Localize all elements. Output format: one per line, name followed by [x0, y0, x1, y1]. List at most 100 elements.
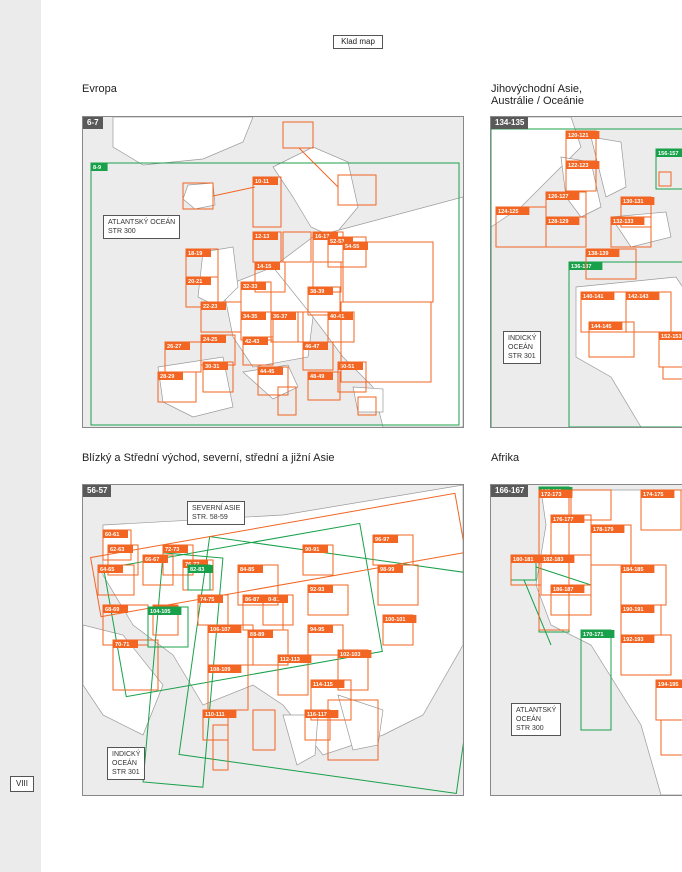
coverage-box [491, 128, 682, 427]
coverage-tab [586, 249, 620, 257]
coverage-label: 52-53 [330, 239, 344, 245]
coverage-box [658, 171, 672, 187]
coverage-box: 182-183 [540, 554, 592, 596]
landmass [590, 136, 627, 198]
coverage-tab [253, 232, 278, 240]
coverage-box [327, 699, 379, 761]
coverage-label: 96-97 [375, 537, 389, 543]
coverage-label: 86-87 [245, 597, 259, 603]
coverage-label: 36-37 [273, 314, 287, 320]
coverage-label: 60-61 [105, 532, 119, 538]
coverage-tab [343, 242, 368, 250]
map-africa[interactable]: 168-169170-171172-173174-175176-177178-1… [490, 484, 682, 796]
coverage-label: 62-63 [110, 547, 124, 553]
coverage-box: 128-129 [545, 216, 587, 248]
coverage-box: 44-45 [257, 366, 289, 396]
coverage-frame [340, 301, 432, 383]
coverage-label: 50-51 [340, 364, 354, 370]
coverage-frame [660, 719, 682, 756]
coverage-label: 8-9 [93, 165, 101, 171]
page-margin [0, 0, 41, 872]
coverage-label: 114-115 [313, 682, 333, 688]
coverage-tab [303, 545, 328, 553]
coverage-tab [511, 555, 545, 563]
coverage-box: 116-117 [304, 709, 339, 741]
landmass [272, 146, 359, 238]
coverage-tab [308, 372, 333, 380]
coverage-frame [277, 386, 297, 416]
leader-line [523, 579, 552, 646]
heading-southeast-asia: Jihovýchodní Asie, Austrálie / Oceánie [491, 83, 584, 107]
coverage-box: 112-113 [277, 654, 312, 696]
coverage-tab [113, 640, 138, 648]
map-europe[interactable]: 8-9 10-11 12-13 14-15 16-17 18-19 20-21 22-23 24… [82, 116, 464, 428]
coverage-label: 84-85 [240, 567, 254, 573]
coverage-tab [641, 490, 675, 498]
coverage-label: 156-157 [658, 151, 679, 157]
coverage-label: 70-71 [115, 642, 129, 648]
leader-line [212, 186, 256, 197]
map-southeast-asia[interactable]: 136-137 156-157 120-121 122-123 124-125 126-1… [490, 116, 682, 428]
coverage-label: 128-129 [548, 219, 569, 225]
coverage-tab [328, 237, 353, 245]
coverage-tab [308, 287, 333, 295]
coverage-label: 98-99 [380, 567, 394, 573]
coverage-tab [241, 282, 266, 290]
coverage-box: 138-139 [585, 248, 637, 280]
landmass [575, 276, 682, 427]
coverage-label: 14-15 [257, 264, 271, 270]
coverage-tab [103, 530, 128, 538]
ocean-label: INDICKÝ OCEÁN STR 301 [107, 747, 146, 780]
coverage-label: 120-121 [568, 133, 589, 139]
coverage-label: 110-111 [205, 712, 225, 718]
landmass [491, 117, 582, 228]
coverage-tab [591, 525, 625, 533]
coverage-box: 62-63 [107, 544, 139, 576]
coverage-label: 184-185 [623, 567, 644, 573]
coverage-box [357, 396, 377, 416]
coverage-tab [271, 312, 296, 320]
coverage-tab [566, 161, 600, 169]
heading-africa: Afrika [491, 452, 520, 464]
coverage-tab [621, 635, 655, 643]
coverage-label: 42-43 [245, 339, 259, 345]
coverage-label: 192-193 [623, 637, 644, 643]
coverage-label: 22-23 [203, 304, 217, 310]
coverage-tab [373, 535, 398, 543]
coverage-box: 30-31 [202, 361, 234, 393]
coverage-tab [108, 545, 133, 553]
coverage-label: 186-187 [553, 587, 574, 593]
coverage-label: 26-27 [167, 344, 181, 350]
coverage-box [662, 366, 682, 380]
coverage-box: 170-171 [580, 629, 615, 731]
coverage-tab [496, 207, 530, 215]
coverage-box [178, 536, 463, 794]
coverage-box: 82-83 [187, 564, 213, 591]
coverage-tab [203, 710, 237, 718]
coverage-label: 108-109 [210, 667, 231, 673]
coverage-label: 132-133 [613, 219, 634, 225]
coverage-label: 48-49 [310, 374, 324, 380]
coverage-label: 124-125 [498, 209, 519, 215]
coverage-frame [327, 699, 379, 761]
coverage-tab [621, 605, 655, 613]
coverage-box: 36-37 [270, 311, 304, 343]
coverage-tab [148, 607, 182, 615]
coverage-label: 24-25 [203, 337, 217, 343]
coverage-tab [621, 197, 655, 205]
coverage-label: 152-153 [661, 334, 682, 340]
coverage-box: 42-43 [242, 336, 274, 366]
heading-europe: Evropa [82, 83, 117, 95]
map-middle-east-asia[interactable]: 60-61 62-63 64-65 66-67 68-69 70-71 72-73 74-75… [82, 484, 464, 796]
coverage-tab [541, 555, 575, 563]
coverage-label: 64-65 [100, 567, 114, 573]
coverage-box: 130-131 [620, 196, 655, 228]
coverage-tab [241, 312, 266, 320]
coverage-tab [186, 249, 211, 257]
coverage-label: 16-17 [315, 234, 329, 240]
coverage-label: 102-103 [340, 652, 361, 658]
coverage-label: 112-113 [280, 657, 300, 663]
coverage-box [90, 492, 463, 618]
coverage-box: 46-47 [302, 341, 334, 371]
coverage-box: 156-157 [655, 148, 682, 190]
